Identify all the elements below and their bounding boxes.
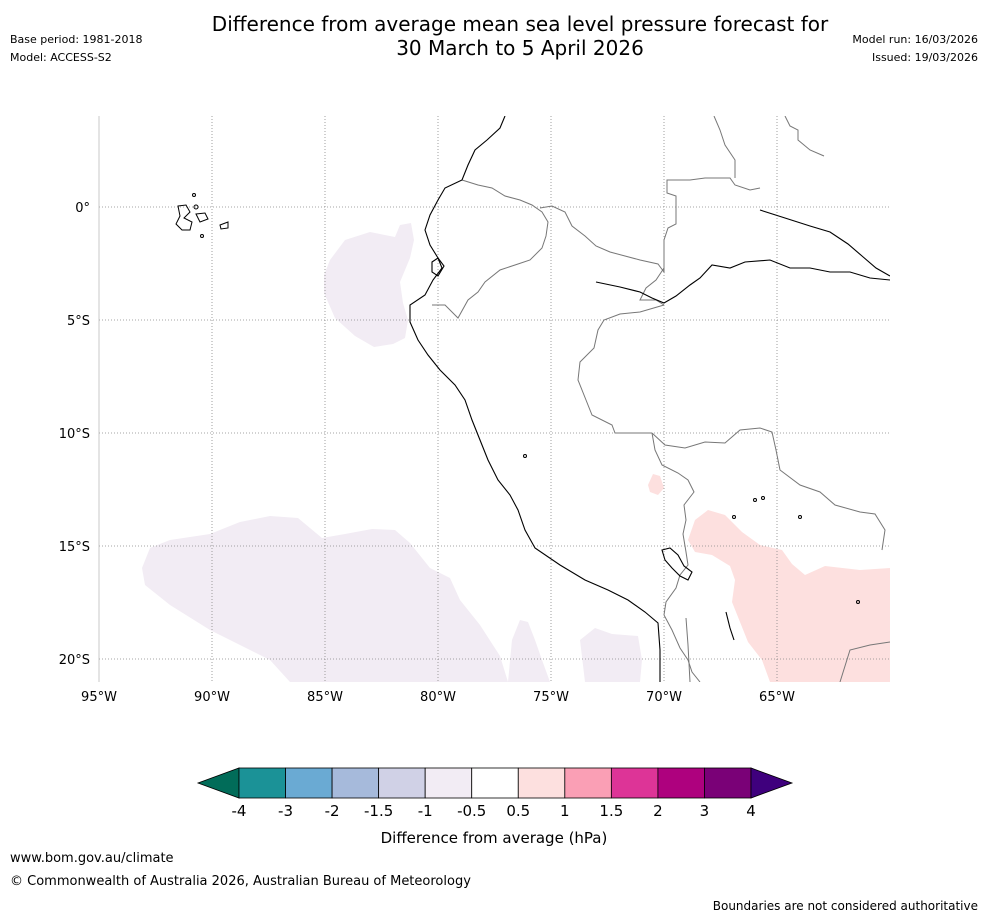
- island-espanola: [200, 234, 204, 238]
- colorbar: -4 -3 -2 -1.5 -1 -0.5 0.5 1 1.5 2 3 4: [196, 767, 794, 820]
- colorbar-tick-label: -3: [278, 802, 293, 820]
- anomaly-region-bolivia-paraguay: [688, 510, 890, 682]
- lon-tick-label: 65°W: [759, 690, 795, 705]
- island-san-cristobal: [219, 221, 229, 230]
- lake-poopo: [725, 611, 735, 641]
- colorbar-tick-label: -4: [232, 802, 247, 820]
- footer-note: Boundaries are not considered authoritat…: [712, 899, 978, 913]
- colorbar-tick-label: 3: [700, 802, 710, 820]
- boundary-venezuela-north: [713, 116, 736, 178]
- colorbar-tick-label: 1: [560, 802, 570, 820]
- lat-tick-label: 0°: [75, 201, 90, 216]
- lake-titicaca: [661, 547, 693, 581]
- boundary-peru-brazil: [577, 304, 665, 434]
- colorbar-lower-extend: [196, 767, 240, 799]
- colorbar-bin: [657, 767, 705, 799]
- map-title: Difference from average mean sea level p…: [150, 12, 890, 60]
- boundary-chile-argentina: [685, 617, 691, 682]
- coastline-west-south-america: [409, 116, 661, 682]
- boundary-colombia-venezuela: [539, 177, 761, 274]
- anomaly-region-off-northern-chile-a: [508, 620, 550, 682]
- colorbar-bin: [704, 767, 752, 799]
- island-santiago: [193, 204, 199, 210]
- boundary-chile-bolivia: [663, 614, 701, 682]
- metadata-left: Base period: 1981-2018 Model: ACCESS-S2: [10, 31, 142, 67]
- colorbar-tick-label: 0.5: [506, 802, 530, 820]
- colorbar-label: Difference from average (hPa): [381, 829, 608, 847]
- anomaly-layer: [142, 223, 890, 682]
- lon-tick-label: 85°W: [307, 690, 343, 705]
- lon-tick-label: 80°W: [420, 690, 456, 705]
- issued-text: Issued: 19/03/2026: [871, 51, 978, 64]
- colorbar-bin: [238, 767, 286, 799]
- island-isabela: [175, 204, 193, 231]
- lon-tick-label: 75°W: [533, 690, 569, 705]
- island-pinta: [192, 193, 196, 197]
- galapagos-islands: [175, 193, 229, 238]
- colorbar-tick-label: -1.5: [364, 802, 393, 820]
- small-lakes: [523, 454, 860, 604]
- colorbar-bin: [424, 767, 473, 799]
- boundary-colombia-ecuador: [432, 179, 549, 319]
- longitude-tick-labels: 95°W 90°W 85°W 80°W 75°W 70°W 65°W: [81, 690, 795, 705]
- boundary-argentina-paraguay: [839, 641, 890, 682]
- colorbar-tick-label: 4: [746, 802, 756, 820]
- anomaly-region-western-bolivia-patch: [648, 474, 664, 495]
- colorbar-bin: [610, 767, 659, 799]
- colorbar-bin: [564, 767, 612, 799]
- lat-tick-label: 5°S: [67, 314, 90, 329]
- colorbar-tick-label: -0.5: [457, 802, 486, 820]
- lat-tick-label: 10°S: [59, 427, 90, 442]
- island-santa-cruz: [195, 212, 209, 223]
- latitude-tick-labels: 0° 5°S 10°S 15°S 20°S: [59, 201, 90, 668]
- coastlines: [409, 116, 890, 682]
- negro-river: [759, 209, 890, 277]
- boundary-bolivia-brazil: [651, 427, 886, 551]
- lat-tick-label: 15°S: [59, 540, 90, 555]
- colorbar-tick-label: -2: [325, 802, 340, 820]
- colorbar-bin: [285, 767, 333, 799]
- model-run-text: Model run: 16/03/2026: [852, 33, 978, 46]
- footer-copyright: © Commonwealth of Australia 2026, Austra…: [10, 874, 471, 889]
- boundary-colombia-brazil: [639, 267, 665, 306]
- title-line-1: Difference from average mean sea level p…: [211, 12, 829, 36]
- colorbar-bin: [378, 767, 426, 799]
- colorbar-tick-label: -1: [418, 802, 433, 820]
- metadata-right: Model run: 16/03/2026 Issued: 19/03/2026: [852, 31, 978, 67]
- colorbar-tick-label: 1.5: [599, 802, 623, 820]
- footer-url: www.bom.gov.au/climate: [10, 851, 174, 866]
- amazon-river: [595, 259, 890, 304]
- gridlines: [99, 116, 890, 682]
- boundary-guyana: [784, 116, 825, 157]
- lat-tick-label: 20°S: [59, 653, 90, 668]
- colorbar-bin: [471, 767, 519, 799]
- lon-tick-label: 95°W: [81, 690, 117, 705]
- colorbar-bin: [331, 767, 380, 799]
- boundary-peru-bolivia: [651, 432, 695, 616]
- colorbar-upper-extend: [750, 767, 794, 799]
- lon-tick-label: 90°W: [194, 690, 230, 705]
- lon-tick-label: 70°W: [646, 690, 682, 705]
- colorbar-bin: [517, 767, 566, 799]
- base-period-text: Base period: 1981-2018: [10, 33, 143, 46]
- anomaly-region-off-northern-chile-b: [580, 628, 642, 682]
- coastline-gulf-of-guayaquil: [431, 257, 445, 277]
- title-line-2: 30 March to 5 April 2026: [396, 36, 644, 60]
- model-text: Model: ACCESS-S2: [10, 51, 112, 64]
- anomaly-region-offshore-ecuador-peru: [324, 223, 414, 347]
- colorbar-tick-label: 2: [653, 802, 663, 820]
